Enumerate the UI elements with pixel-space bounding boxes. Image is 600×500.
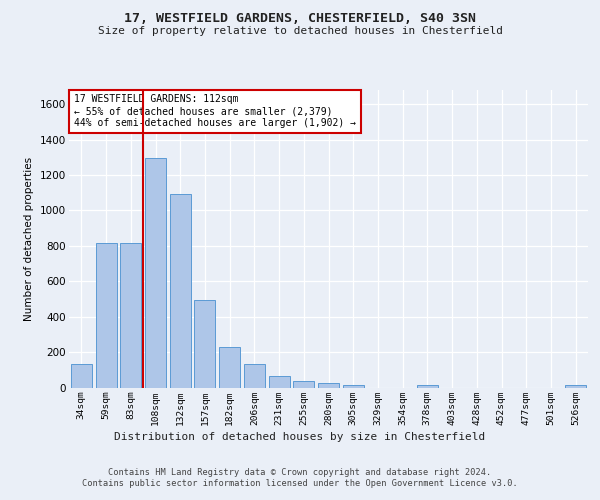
Bar	[318, 383, 339, 388]
Bar	[293, 382, 314, 388]
Bar	[244, 364, 265, 388]
Bar	[120, 243, 141, 388]
Text: Contains HM Land Registry data © Crown copyright and database right 2024.
Contai: Contains HM Land Registry data © Crown c…	[82, 468, 518, 487]
Bar	[194, 300, 215, 388]
Bar	[417, 385, 438, 388]
Text: Distribution of detached houses by size in Chesterfield: Distribution of detached houses by size …	[115, 432, 485, 442]
Text: Size of property relative to detached houses in Chesterfield: Size of property relative to detached ho…	[97, 26, 503, 36]
Bar	[219, 347, 240, 388]
Text: 17 WESTFIELD GARDENS: 112sqm
← 55% of detached houses are smaller (2,379)
44% of: 17 WESTFIELD GARDENS: 112sqm ← 55% of de…	[74, 94, 356, 128]
Bar	[145, 158, 166, 388]
Y-axis label: Number of detached properties: Number of detached properties	[25, 156, 34, 321]
Bar	[71, 364, 92, 388]
Bar	[343, 385, 364, 388]
Bar	[170, 194, 191, 388]
Text: 17, WESTFIELD GARDENS, CHESTERFIELD, S40 3SN: 17, WESTFIELD GARDENS, CHESTERFIELD, S40…	[124, 12, 476, 26]
Bar	[565, 385, 586, 388]
Bar	[95, 243, 116, 388]
Bar	[269, 376, 290, 388]
